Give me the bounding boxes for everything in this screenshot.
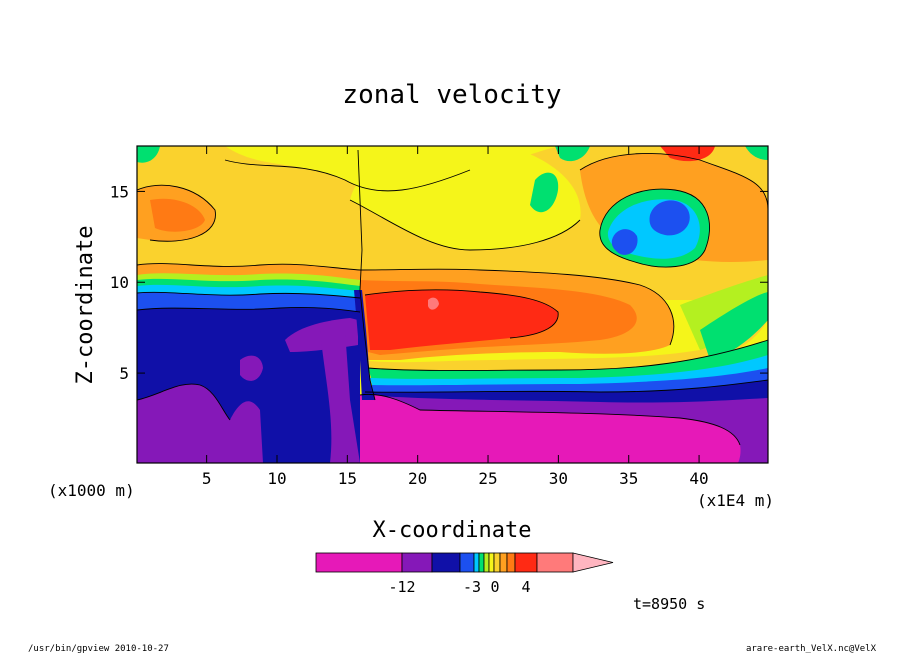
colorbar-segment xyxy=(401,552,433,573)
colorbar-segment xyxy=(315,552,403,573)
colorbar-segment xyxy=(459,552,475,573)
x-unit-right: (x1E4 m) xyxy=(697,491,774,510)
colorbar-segment xyxy=(483,552,490,573)
colorbar-segment xyxy=(499,552,508,573)
x-axis-label: X-coordinate xyxy=(373,518,532,543)
lower-left-purple xyxy=(137,383,263,463)
colorbar-segment xyxy=(536,552,574,573)
green-streak xyxy=(530,172,559,213)
time-label: t=8950 s xyxy=(633,595,705,613)
y-tick-label: 15 xyxy=(110,182,129,201)
contour-lines xyxy=(137,149,768,446)
x-tick-label: 25 xyxy=(478,469,497,488)
left-orange-core xyxy=(150,198,205,232)
y-tick-label: 10 xyxy=(110,273,129,292)
footer-left-note: /usr/bin/gpview 2010-10-27 xyxy=(28,644,169,654)
x-axis-ticks: 5 10 15 20 25 30 35 40 xyxy=(202,146,709,488)
colorbar-segment xyxy=(493,552,501,573)
east-yellow-band xyxy=(360,290,768,385)
x-tick-label: 20 xyxy=(408,469,427,488)
x-tick-label: 30 xyxy=(549,469,568,488)
colorbar-segment xyxy=(478,552,485,573)
x-tick-label: 10 xyxy=(267,469,286,488)
chart-title: zonal velocity xyxy=(342,80,561,110)
y-axis-label: Z-coordinate xyxy=(73,226,98,385)
colorbar-tick-label: 0 xyxy=(490,578,499,596)
colorbar-labels: -12 -3 0 4 xyxy=(388,578,530,596)
jet-maximum-patch xyxy=(428,297,439,310)
y-axis-ticks: 5 10 15 xyxy=(110,182,768,383)
east-blue-band xyxy=(372,368,768,395)
contour-plot-area xyxy=(137,146,768,463)
colorbar-segment xyxy=(431,552,461,573)
plot-frame xyxy=(136,145,769,464)
east-magenta-layer xyxy=(360,394,741,463)
east-green-slope xyxy=(700,292,768,360)
x-tick-label: 35 xyxy=(619,469,638,488)
x-tick-label: 40 xyxy=(689,469,708,488)
colorbar-segment xyxy=(488,552,495,573)
y-tick-label: 5 xyxy=(119,364,129,383)
mid-purple-column xyxy=(320,330,360,463)
shear-front xyxy=(354,290,375,400)
colorbar-segment xyxy=(473,552,480,573)
colorbar-tick-label: -12 xyxy=(388,578,415,596)
colorbar-tick-label: 4 xyxy=(521,578,530,596)
colorbar-segment xyxy=(514,552,538,573)
x-unit-left: (x1000 m) xyxy=(48,481,135,500)
vortex-blue-core-right xyxy=(649,200,690,236)
x-tick-label: 5 xyxy=(202,469,212,488)
x-tick-label: 15 xyxy=(338,469,357,488)
top-green-patch xyxy=(555,146,590,162)
top-right-green-patch xyxy=(745,146,768,160)
upper-yellow-center xyxy=(350,150,581,250)
colorbar xyxy=(315,552,614,573)
left-purple-blob xyxy=(240,355,263,381)
colorbar-tick-label: -3 xyxy=(463,578,481,596)
top-red-patch xyxy=(660,146,715,162)
top-left-green-patch xyxy=(137,146,160,163)
colorbar-arrow xyxy=(572,552,614,573)
footer-right-note: arare-earth_VelX.nc@VelX xyxy=(746,644,877,654)
vortex-blue-core-left xyxy=(611,229,638,255)
east-red-jet-core xyxy=(365,289,559,350)
colorbar-segment xyxy=(506,552,516,573)
